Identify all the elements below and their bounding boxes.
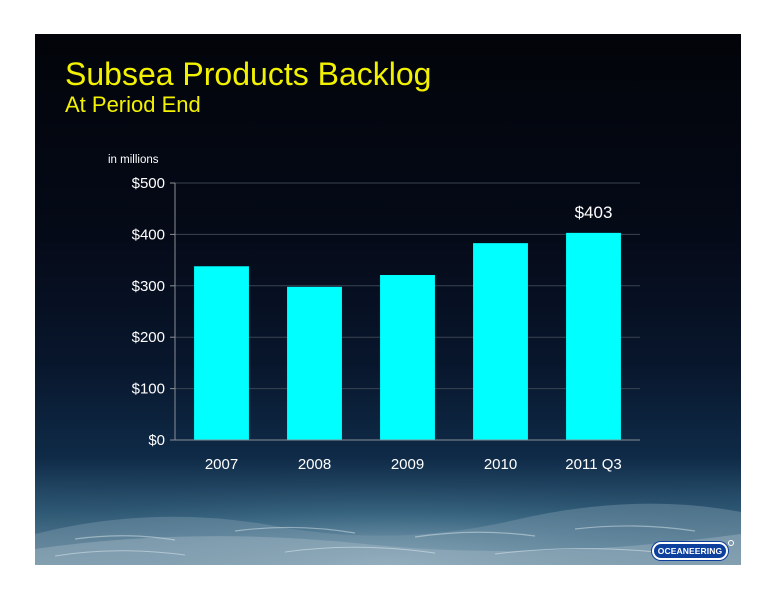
y-tick-label: $500 [132,175,165,192]
slide-subtitle: At Period End [65,92,201,117]
data-label: $403 [575,203,613,222]
bar-2009 [380,275,435,440]
bar-2011-q3 [566,232,621,440]
bar-2008 [287,286,342,440]
bar-2010 [473,243,528,440]
x-tick-label: 2010 [484,456,517,473]
y-tick-label: $400 [132,226,165,243]
y-tick-label: $200 [132,329,165,346]
unit-label: in millions [108,154,159,166]
x-axis: 2007 2008 2009 2010 2011 Q3 [175,439,640,473]
x-tick-label: 2009 [391,456,424,473]
x-tick-label: 2011 Q3 [565,456,621,473]
bar-2007 [194,266,249,440]
data-labels: $403 [575,203,613,222]
registered-mark-icon [728,540,734,546]
y-tick-label: $300 [132,278,165,295]
oceaneering-logo: OCEANEERING [652,542,728,560]
backlog-bar-chart: in millions $0$100$200$300$400$500 2007 2… [108,154,640,473]
slide-title: Subsea Products Backlog [65,56,432,92]
x-tick-label: 2008 [298,456,331,473]
y-tick-label: $0 [148,432,165,449]
bars [194,232,621,440]
x-tick-label: 2007 [205,456,238,473]
slide: Subsea Products Backlog At Period End in… [35,34,741,565]
y-tick-label: $100 [132,381,165,398]
